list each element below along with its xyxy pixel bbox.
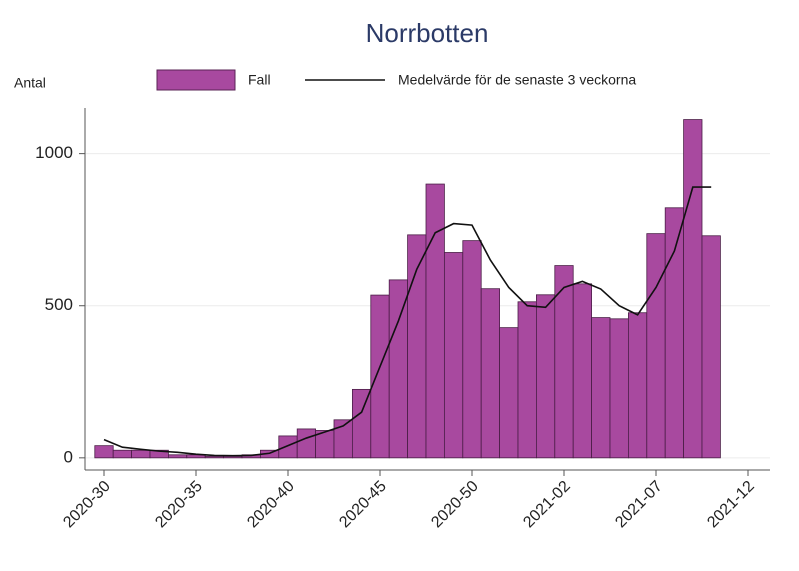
bar <box>112 449 132 459</box>
x-tick-label: 2021-02 <box>520 478 574 532</box>
x-tick-label: 2020-35 <box>152 478 206 532</box>
bar <box>223 455 243 459</box>
bar <box>388 279 409 459</box>
bar <box>609 318 629 459</box>
bar <box>480 288 501 459</box>
legend-label: Fall <box>248 72 271 88</box>
y-tick-label: 1000 <box>35 143 73 162</box>
bar <box>536 294 556 459</box>
bar <box>425 183 445 459</box>
bar <box>646 233 666 459</box>
bar <box>499 327 519 459</box>
bar <box>94 445 114 459</box>
x-tick-label: 2020-30 <box>60 478 114 532</box>
y-tick-label: 500 <box>45 295 73 314</box>
y-axis-label: Antal <box>14 75 46 91</box>
x-tick-label: 2021-12 <box>704 478 758 532</box>
bar <box>204 455 224 459</box>
bar <box>462 240 482 459</box>
bar <box>517 301 537 459</box>
x-tick-label: 2020-40 <box>244 478 298 532</box>
chart-title: Norrbotten <box>366 18 489 48</box>
bar <box>296 428 317 459</box>
bar <box>683 119 703 459</box>
legend-swatch <box>156 69 236 91</box>
legend-label: Medelvärde för de senaste 3 veckorna <box>398 72 636 88</box>
bar <box>591 317 611 459</box>
y-tick-label: 0 <box>64 447 73 466</box>
bar <box>701 235 721 459</box>
bar <box>572 283 593 459</box>
bar <box>628 312 648 459</box>
bar <box>664 207 685 459</box>
line <box>103 186 712 457</box>
bar <box>278 435 298 459</box>
x-tick-label: 2020-50 <box>428 478 482 532</box>
bar <box>443 252 464 459</box>
bar <box>131 449 151 459</box>
x-tick-label: 2021-07 <box>612 478 666 532</box>
bar <box>167 454 188 459</box>
bar <box>370 294 390 459</box>
bar <box>351 388 372 459</box>
bar <box>149 449 169 459</box>
x-tick-label: 2020-45 <box>336 478 390 532</box>
